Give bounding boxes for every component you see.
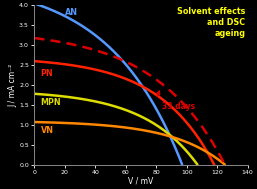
Y-axis label: J / mA cm⁻²: J / mA cm⁻² bbox=[9, 63, 18, 107]
Text: VN: VN bbox=[41, 126, 53, 135]
X-axis label: V / mV: V / mV bbox=[128, 177, 154, 186]
Text: PN: PN bbox=[41, 69, 53, 78]
Text: Solvent effects
and DSC
ageing: Solvent effects and DSC ageing bbox=[177, 7, 245, 38]
Text: 33 days: 33 days bbox=[162, 102, 196, 111]
Text: AN: AN bbox=[65, 8, 78, 17]
Text: MPN: MPN bbox=[41, 98, 61, 107]
